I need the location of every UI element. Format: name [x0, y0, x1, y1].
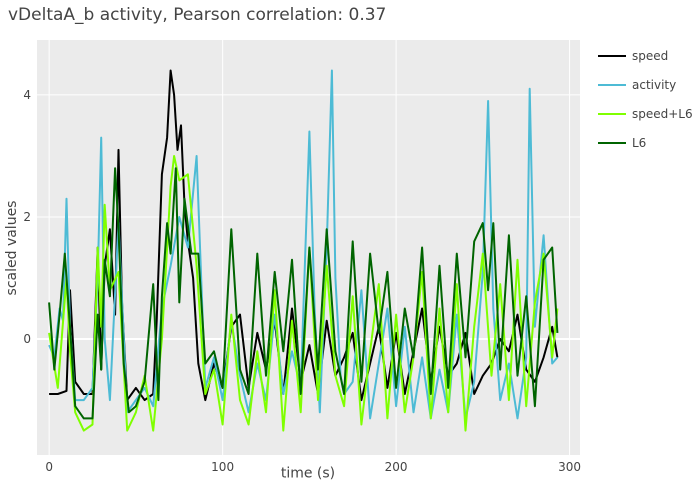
series-layer [48, 69, 559, 432]
y-tick-label: 0 [23, 332, 31, 346]
legend-item-speed[interactable]: speed [598, 49, 668, 63]
axis-layer: 0 100 200 300 0 2 4 [23, 88, 581, 474]
legend-item-speed-l6[interactable]: speed+L6 [598, 107, 693, 121]
legend-label: L6 [632, 136, 646, 150]
legend[interactable]: speed activity speed+L6 L6 [598, 49, 693, 150]
y-axis-title: scaled values [4, 201, 20, 296]
x-tick-label: 100 [211, 460, 234, 474]
x-tick-label: 0 [45, 460, 53, 474]
series-line-l6 [48, 167, 559, 420]
legend-label: speed [632, 49, 668, 63]
series-line-activity [48, 69, 559, 420]
x-axis-title: time (s) [281, 466, 335, 482]
x-tick-label: 300 [558, 460, 581, 474]
y-tick-label: 4 [23, 88, 31, 102]
chart-title: vDeltaA_b activity, Pearson correlation:… [8, 5, 386, 25]
y-tick-label: 2 [23, 210, 31, 224]
legend-label: activity [632, 78, 676, 92]
legend-label: speed+L6 [632, 107, 693, 121]
legend-item-l6[interactable]: L6 [598, 136, 646, 150]
legend-item-activity[interactable]: activity [598, 78, 676, 92]
x-tick-label: 200 [385, 460, 408, 474]
series-line-speed-l6 [48, 155, 559, 432]
